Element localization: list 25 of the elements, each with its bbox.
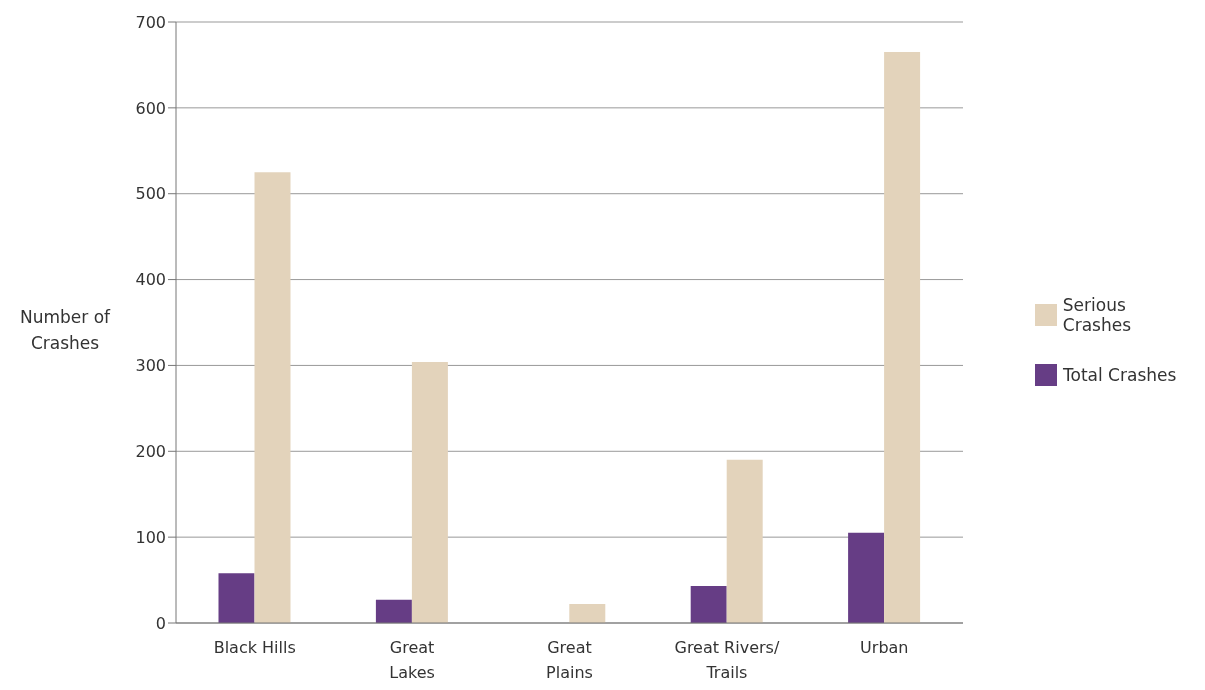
bar (254, 172, 291, 623)
bar (218, 573, 255, 623)
y-tick-label: 600 (135, 98, 166, 118)
bar (726, 459, 763, 623)
y-tick-label: 200 (135, 441, 166, 461)
y-tick-label: 400 (135, 270, 166, 290)
legend-label: Serious Crashes (1062, 295, 1132, 335)
bar (690, 586, 727, 623)
x-tick-label: Urban (860, 638, 909, 657)
y-tick-label: 0 (155, 613, 166, 633)
y-tick-label: 100 (135, 527, 166, 547)
y-tick-label: 500 (135, 184, 166, 204)
x-tick-label: Great Lakes (389, 638, 435, 682)
y-tick-label: 300 (135, 356, 166, 376)
bar (411, 361, 448, 623)
legend-label: Total Crashes (1063, 365, 1177, 385)
bar (569, 604, 606, 623)
bar (848, 532, 885, 623)
x-tick-label: Great Plains (546, 638, 593, 682)
x-tick-label: Great Rivers/ Trails (674, 638, 780, 682)
bar (375, 599, 412, 623)
y-tick-label: 700 (135, 12, 166, 32)
x-tick-label: Black Hills (213, 638, 296, 657)
bar (884, 52, 921, 623)
y-axis-title: Number of Crashes (18, 306, 112, 355)
